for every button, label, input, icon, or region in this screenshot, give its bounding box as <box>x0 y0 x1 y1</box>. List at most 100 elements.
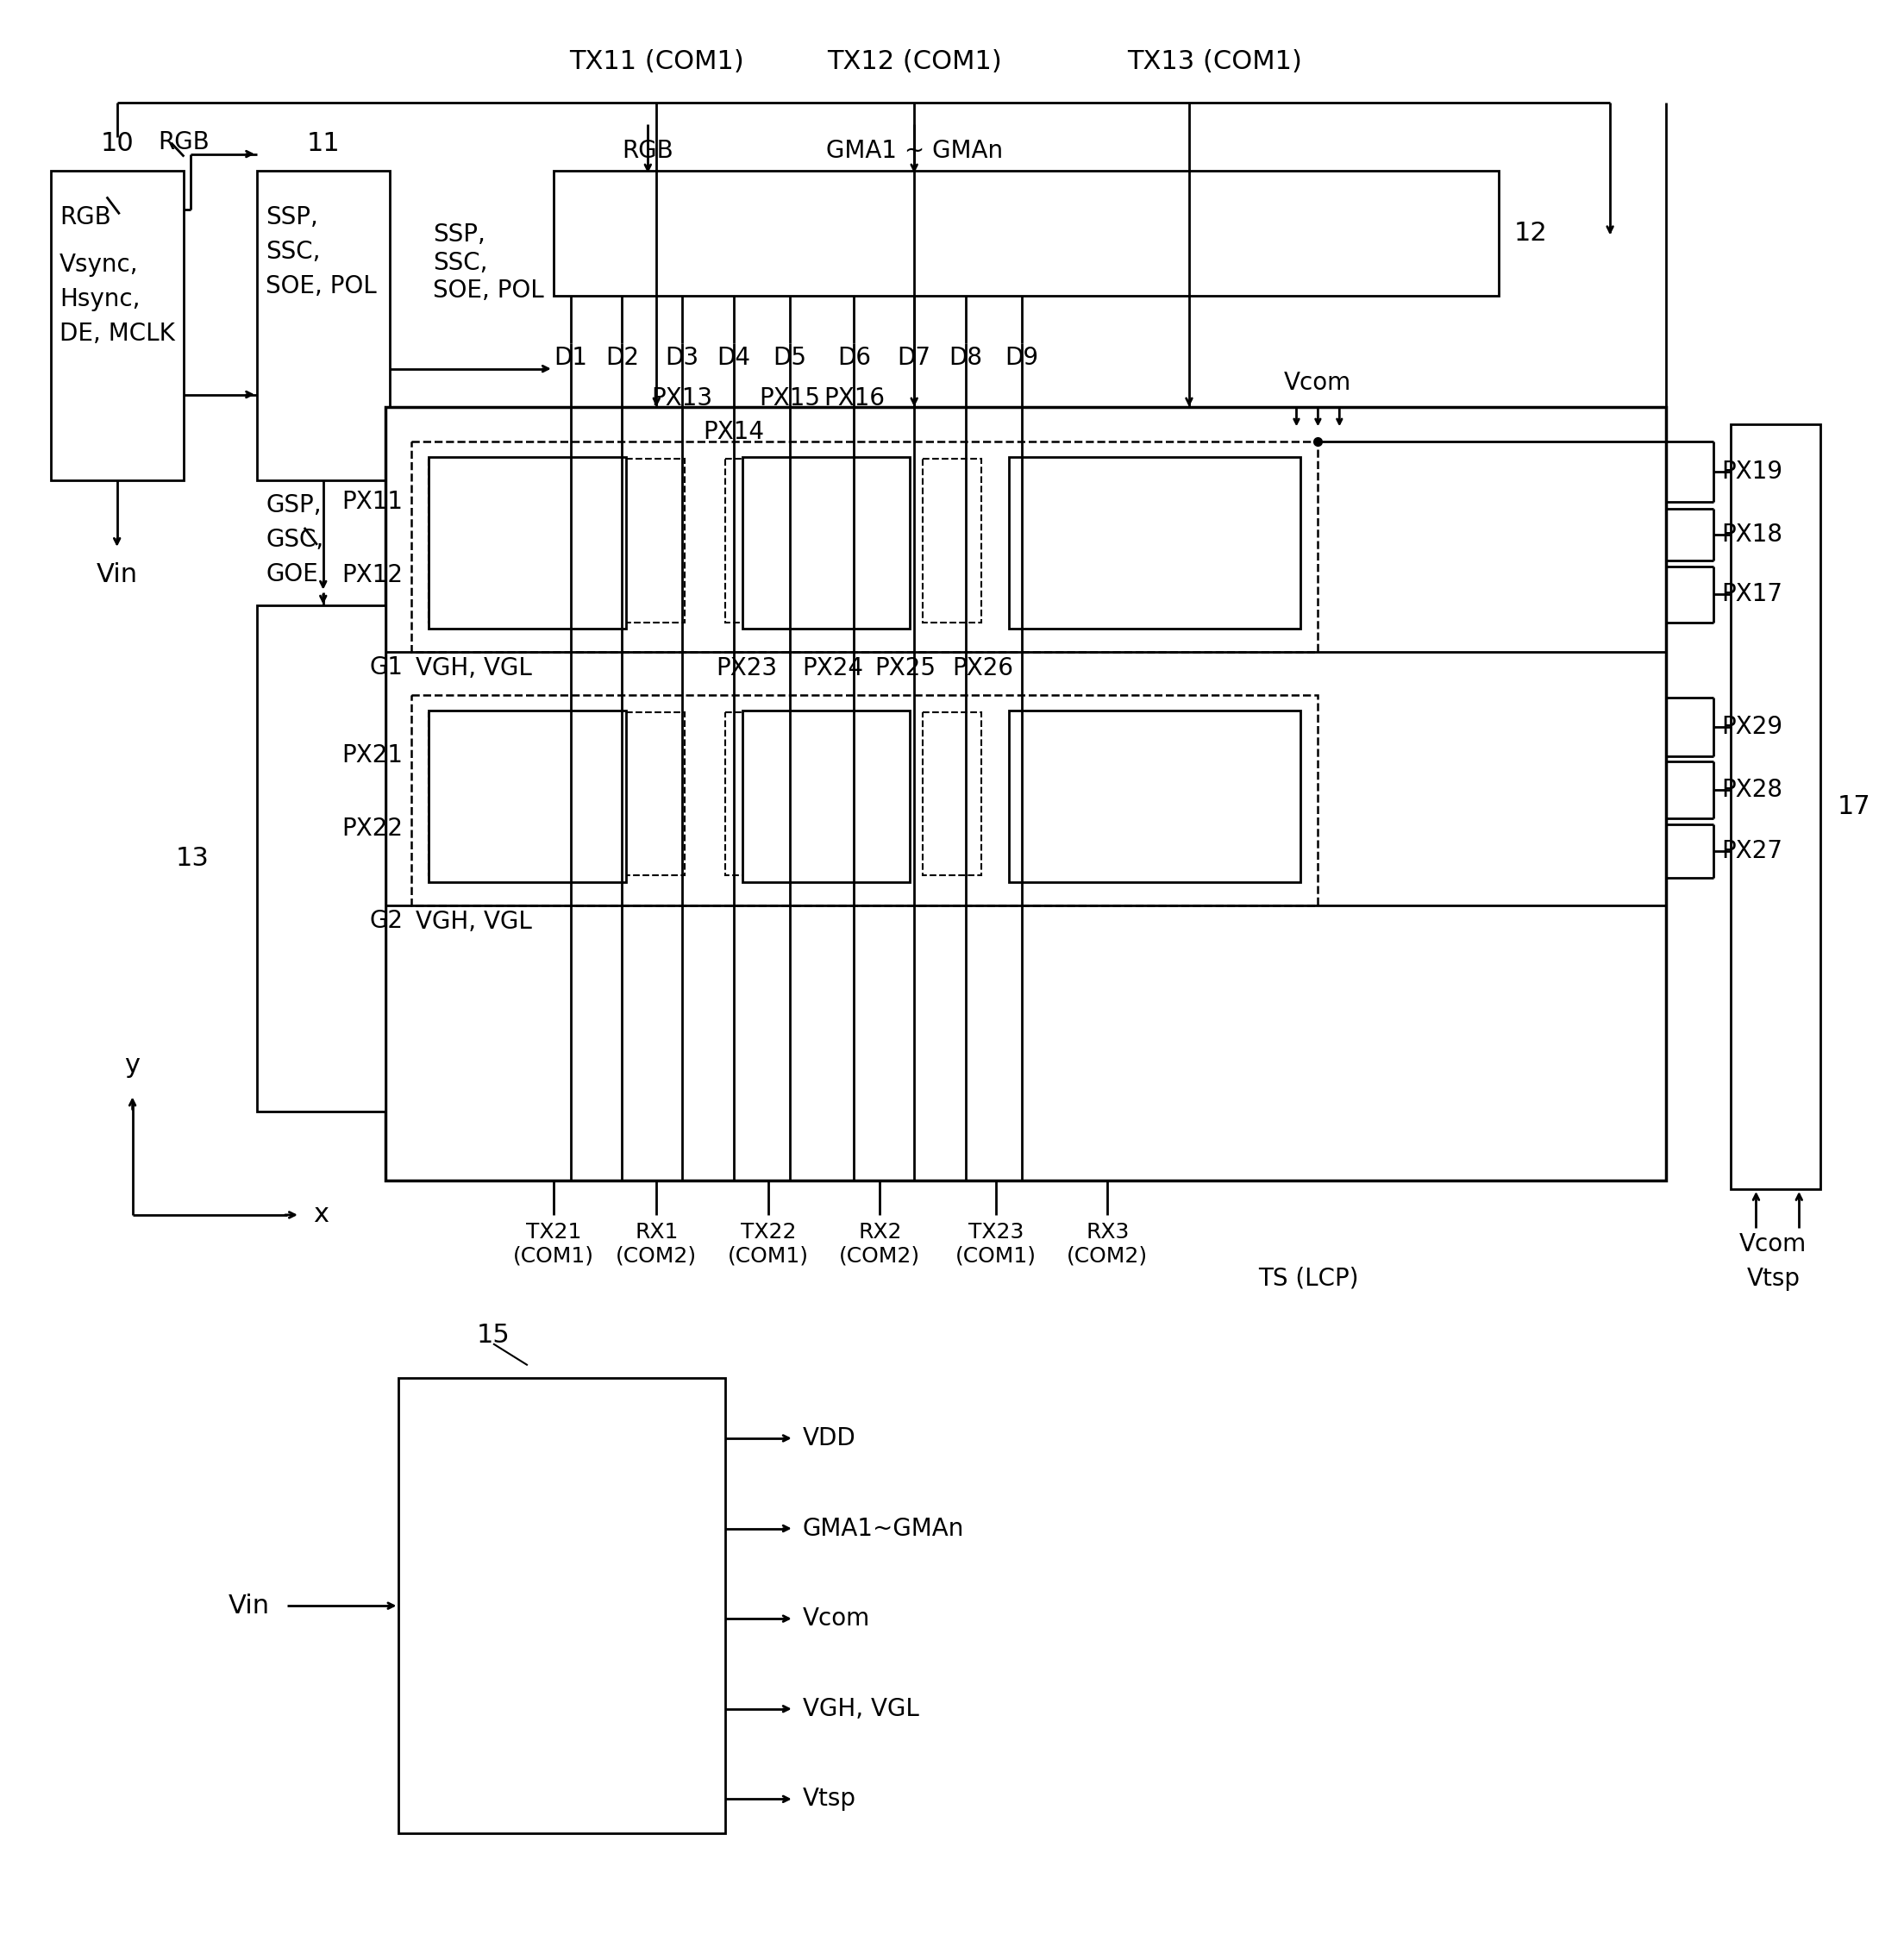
Text: GMA1~GMAn: GMA1~GMAn <box>802 1517 963 1540</box>
Text: G2: G2 <box>369 909 404 933</box>
Text: RX1
(COM2): RX1 (COM2) <box>615 1221 697 1265</box>
Bar <box>411 695 1318 906</box>
Bar <box>527 459 586 623</box>
Text: GOE: GOE <box>265 561 318 586</box>
Text: 10: 10 <box>101 132 133 155</box>
Bar <box>1120 459 1179 623</box>
Bar <box>1731 424 1820 1190</box>
Bar <box>1009 710 1300 882</box>
Text: TX11 (COM1): TX11 (COM1) <box>569 50 744 75</box>
Text: SSP,: SSP, <box>265 205 318 230</box>
Text: x: x <box>312 1202 327 1227</box>
Text: PX21: PX21 <box>343 743 404 768</box>
Text: GMA1 ~ GMAn: GMA1 ~ GMAn <box>826 139 1003 163</box>
Text: 13: 13 <box>175 846 209 871</box>
Bar <box>1009 457 1300 629</box>
Bar <box>824 712 882 875</box>
Text: D4: D4 <box>718 346 750 370</box>
Text: Vtsp: Vtsp <box>802 1788 857 1811</box>
Bar <box>257 606 387 1113</box>
Bar <box>923 459 981 623</box>
Bar <box>923 712 981 875</box>
Text: D3: D3 <box>664 346 699 370</box>
Text: PX15: PX15 <box>760 385 821 410</box>
Bar <box>527 712 586 875</box>
Text: GSP,: GSP, <box>265 493 322 517</box>
Bar <box>1120 712 1179 875</box>
Text: Vin: Vin <box>228 1593 270 1618</box>
Text: VGH, VGL: VGH, VGL <box>415 656 533 681</box>
Text: 15: 15 <box>476 1324 510 1349</box>
Text: TX22
(COM1): TX22 (COM1) <box>727 1221 809 1265</box>
Text: D6: D6 <box>838 346 870 370</box>
Bar <box>824 459 882 623</box>
Bar <box>428 459 487 623</box>
Text: DE, MCLK: DE, MCLK <box>59 321 175 346</box>
Text: GSC,: GSC, <box>265 528 324 551</box>
Text: G1: G1 <box>369 656 404 679</box>
Text: PX11: PX11 <box>343 490 404 515</box>
Bar <box>743 457 910 629</box>
Text: PX28: PX28 <box>1721 778 1782 801</box>
Text: TX12 (COM1): TX12 (COM1) <box>826 50 1002 75</box>
Text: PX29: PX29 <box>1721 714 1782 739</box>
Text: Vtsp: Vtsp <box>1746 1265 1799 1291</box>
Bar <box>428 457 626 629</box>
Text: 12: 12 <box>1514 221 1548 246</box>
Text: RGB: RGB <box>158 130 209 155</box>
Bar <box>257 170 390 480</box>
Bar <box>398 1378 725 1834</box>
Bar <box>1219 459 1278 623</box>
Bar <box>428 710 626 882</box>
Text: 11: 11 <box>307 132 341 155</box>
Text: PX22: PX22 <box>343 817 404 840</box>
Text: PX17: PX17 <box>1721 582 1782 606</box>
Bar <box>725 459 784 623</box>
Text: RX2
(COM2): RX2 (COM2) <box>840 1221 920 1265</box>
Text: RGB: RGB <box>623 139 674 163</box>
Text: PX23: PX23 <box>716 656 777 681</box>
Text: RGB: RGB <box>59 205 110 230</box>
Bar <box>626 459 685 623</box>
Bar <box>1022 712 1080 875</box>
Text: Hsync,: Hsync, <box>59 286 141 312</box>
Text: TS (LCP): TS (LCP) <box>1259 1265 1358 1291</box>
Text: RX3
(COM2): RX3 (COM2) <box>1066 1221 1148 1265</box>
Text: Vcom: Vcom <box>1283 370 1352 395</box>
Bar <box>743 710 910 882</box>
Text: 17: 17 <box>1837 795 1872 819</box>
Text: D1: D1 <box>554 346 588 370</box>
Text: D5: D5 <box>773 346 807 370</box>
Text: Vin: Vin <box>97 561 137 586</box>
Text: Vcom: Vcom <box>802 1606 870 1631</box>
Text: PX18: PX18 <box>1721 522 1782 546</box>
Text: Vcom: Vcom <box>1740 1233 1807 1256</box>
Text: TX23
(COM1): TX23 (COM1) <box>956 1221 1036 1265</box>
Text: PX26: PX26 <box>952 656 1013 681</box>
Text: D8: D8 <box>948 346 982 370</box>
Bar <box>554 170 1498 296</box>
Bar <box>428 712 487 875</box>
Text: VDD: VDD <box>802 1426 855 1451</box>
Bar <box>387 408 1666 1180</box>
Text: TX13 (COM1): TX13 (COM1) <box>1127 50 1302 75</box>
Bar <box>411 441 1318 652</box>
Text: PX13: PX13 <box>651 385 712 410</box>
Text: y: y <box>124 1053 141 1078</box>
Text: SSP,
SSC,
SOE, POL: SSP, SSC, SOE, POL <box>432 223 545 302</box>
Text: SOE, POL: SOE, POL <box>265 275 377 298</box>
Text: SSC,: SSC, <box>265 240 320 263</box>
Text: PX16: PX16 <box>823 385 885 410</box>
Text: TX21
(COM1): TX21 (COM1) <box>512 1221 594 1265</box>
Text: VGH, VGL: VGH, VGL <box>802 1697 920 1720</box>
Text: PX14: PX14 <box>703 420 764 445</box>
Text: PX12: PX12 <box>343 563 404 586</box>
Text: PX24: PX24 <box>802 656 863 681</box>
Bar <box>1219 712 1278 875</box>
Text: D2: D2 <box>605 346 640 370</box>
Bar <box>725 712 784 875</box>
Bar <box>1022 459 1080 623</box>
Bar <box>51 170 185 480</box>
Text: PX27: PX27 <box>1721 838 1782 863</box>
Text: PX25: PX25 <box>876 656 937 681</box>
